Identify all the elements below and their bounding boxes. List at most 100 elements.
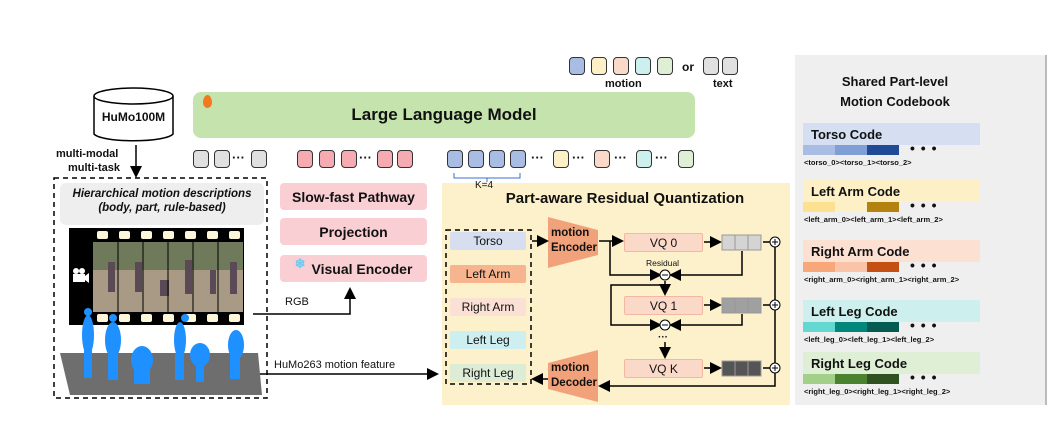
decoder-label-line1: motion (551, 362, 590, 374)
codebook-left-arm-code-cell (835, 202, 867, 212)
motion-feature-label: HuMo263 motion feature (274, 359, 396, 371)
residual-label: Residual (646, 258, 680, 268)
codebook-right-arm-code-cell (803, 262, 835, 272)
codebook-title-line1: Shared Part-level (841, 74, 949, 89)
flame-icon (203, 95, 212, 108)
codebook-torso-title: Torso Code (803, 123, 980, 145)
parts-dashed-box (445, 229, 532, 385)
database-cylinder (93, 87, 174, 142)
codebook-ellipsis: • • • (910, 140, 938, 156)
left-leg-token (636, 150, 652, 168)
llm-label: Large Language Model (351, 105, 537, 124)
encoder-trapezoid (548, 217, 598, 268)
codebook-right-arm-tokens: <right_arm_0><right_arm_1><right_arm_2> (804, 275, 960, 284)
token-dots: ··· (531, 150, 544, 165)
motion-description-box: Hierarchical motion descriptions (body, … (60, 183, 264, 225)
codebook-right-arm-code-cell (867, 262, 899, 272)
part-left-arm: Left Arm (450, 265, 526, 283)
codebook-title: Shared Part-level Motion Codebook (795, 72, 995, 112)
multi-modal-label: multi-modal (56, 148, 119, 160)
codebook-left-leg-code-cell (803, 322, 835, 332)
codebook-right-leg-tokens: <right_leg_0><right_leg_1><right_leg_2> (804, 387, 951, 396)
codebook-left-arm-code-cell (803, 202, 835, 212)
right-arm-token (594, 150, 610, 168)
decoder-trapezoid (548, 350, 598, 402)
decoder-label: motion Decoder (551, 361, 597, 391)
legend-token-torso (569, 57, 585, 75)
llm-box: Large Language Model (193, 92, 695, 138)
encoder-label-line1: motion (551, 227, 590, 239)
k-bracket (453, 173, 521, 182)
encoder-label: motion Encoder (551, 226, 597, 256)
camera-icon (73, 268, 89, 283)
vq-ellipsis: ··· (658, 332, 668, 343)
vq-1-box: VQ 1 (624, 296, 703, 315)
motion-mesh-sequence (60, 308, 262, 395)
projection-box: Projection (280, 218, 427, 245)
arrow-rgb (253, 287, 356, 315)
codebook-torso-code-cell (835, 145, 867, 155)
k-label: K=4 (475, 180, 494, 191)
token-dots: ··· (359, 150, 372, 165)
description-line-1: Hierarchical motion descriptions (72, 188, 252, 200)
multi-task-label: multi-task (68, 162, 120, 174)
database-label: HuMo100M (101, 110, 166, 124)
visual-token (397, 150, 413, 168)
text-token (214, 150, 230, 168)
legend-token-text (722, 57, 738, 75)
vq-0-box: VQ 0 (624, 233, 703, 252)
decoder-label-line2: Decoder (551, 377, 598, 389)
left-arm-token (553, 150, 569, 168)
token-dots: ··· (232, 150, 245, 165)
codebook-left-arm-tokens: <left_arm_0><left_arm_1><left_arm_2> (804, 215, 943, 224)
torso-token (510, 150, 526, 168)
legend-token-right-arm (613, 57, 629, 75)
codebook-panel (795, 55, 1047, 405)
codebook-left-leg-tokens: <left_leg_0><left_leg_1><left_leg_2> (804, 335, 935, 344)
codebook-left-leg-title: Left Leg Code (803, 300, 980, 322)
token-dots: ··· (572, 150, 585, 165)
codebook-torso-tokens: <torso_0><torso_1><torso_2> (804, 158, 912, 167)
part-right-leg: Right Leg (450, 364, 526, 382)
legend-motion-label: motion (605, 78, 642, 90)
codebook-left-leg-code-cell (867, 322, 899, 332)
codebook-left-arm-code-cell (867, 202, 899, 212)
codebook-right-leg-code-cell (803, 374, 835, 384)
codebook-right-arm-title: Right Arm Code (803, 240, 980, 262)
prq-title: Part-aware Residual Quantization (505, 190, 745, 207)
visual-token (377, 150, 393, 168)
video-film-strip (69, 228, 244, 325)
part-torso: Torso (450, 232, 526, 250)
description-line-2: (body, part, rule-based) (98, 202, 226, 214)
slow-fast-pathway-box: Slow-fast Pathway (280, 183, 427, 210)
codebook-ellipsis: • • • (910, 369, 938, 385)
codebook-right-leg-code-cell (867, 374, 899, 384)
codebook-right-leg-title: Right Leg Code (803, 352, 980, 374)
legend-token-left-arm (591, 57, 607, 75)
codebook-ellipsis: • • • (910, 257, 938, 273)
part-right-arm: Right Arm (450, 298, 526, 316)
codebook-ellipsis: • • • (910, 317, 938, 333)
vq-code-blocks (721, 234, 762, 377)
text-token (251, 150, 267, 168)
vq-k-box: VQ K (624, 359, 703, 378)
legend-text-label: text (713, 78, 733, 90)
legend-token-right-leg (657, 57, 673, 75)
codebook-torso-code-cell (803, 145, 835, 155)
codebook-right-leg-code-cell (835, 374, 867, 384)
codebook-ellipsis: • • • (910, 197, 938, 213)
torso-token (447, 150, 463, 168)
right-leg-token (678, 150, 694, 168)
visual-token (297, 150, 313, 168)
token-dots: ··· (655, 150, 668, 165)
torso-token (489, 150, 505, 168)
visual-token (341, 150, 357, 168)
data-dashed-box (53, 177, 268, 399)
codebook-left-leg-code-cell (835, 322, 867, 332)
visual-token (319, 150, 335, 168)
codebook-left-arm-title: Left Arm Code (803, 180, 980, 202)
visual-encoder-label: Visual Encoder (311, 260, 413, 277)
torso-token (468, 150, 484, 168)
